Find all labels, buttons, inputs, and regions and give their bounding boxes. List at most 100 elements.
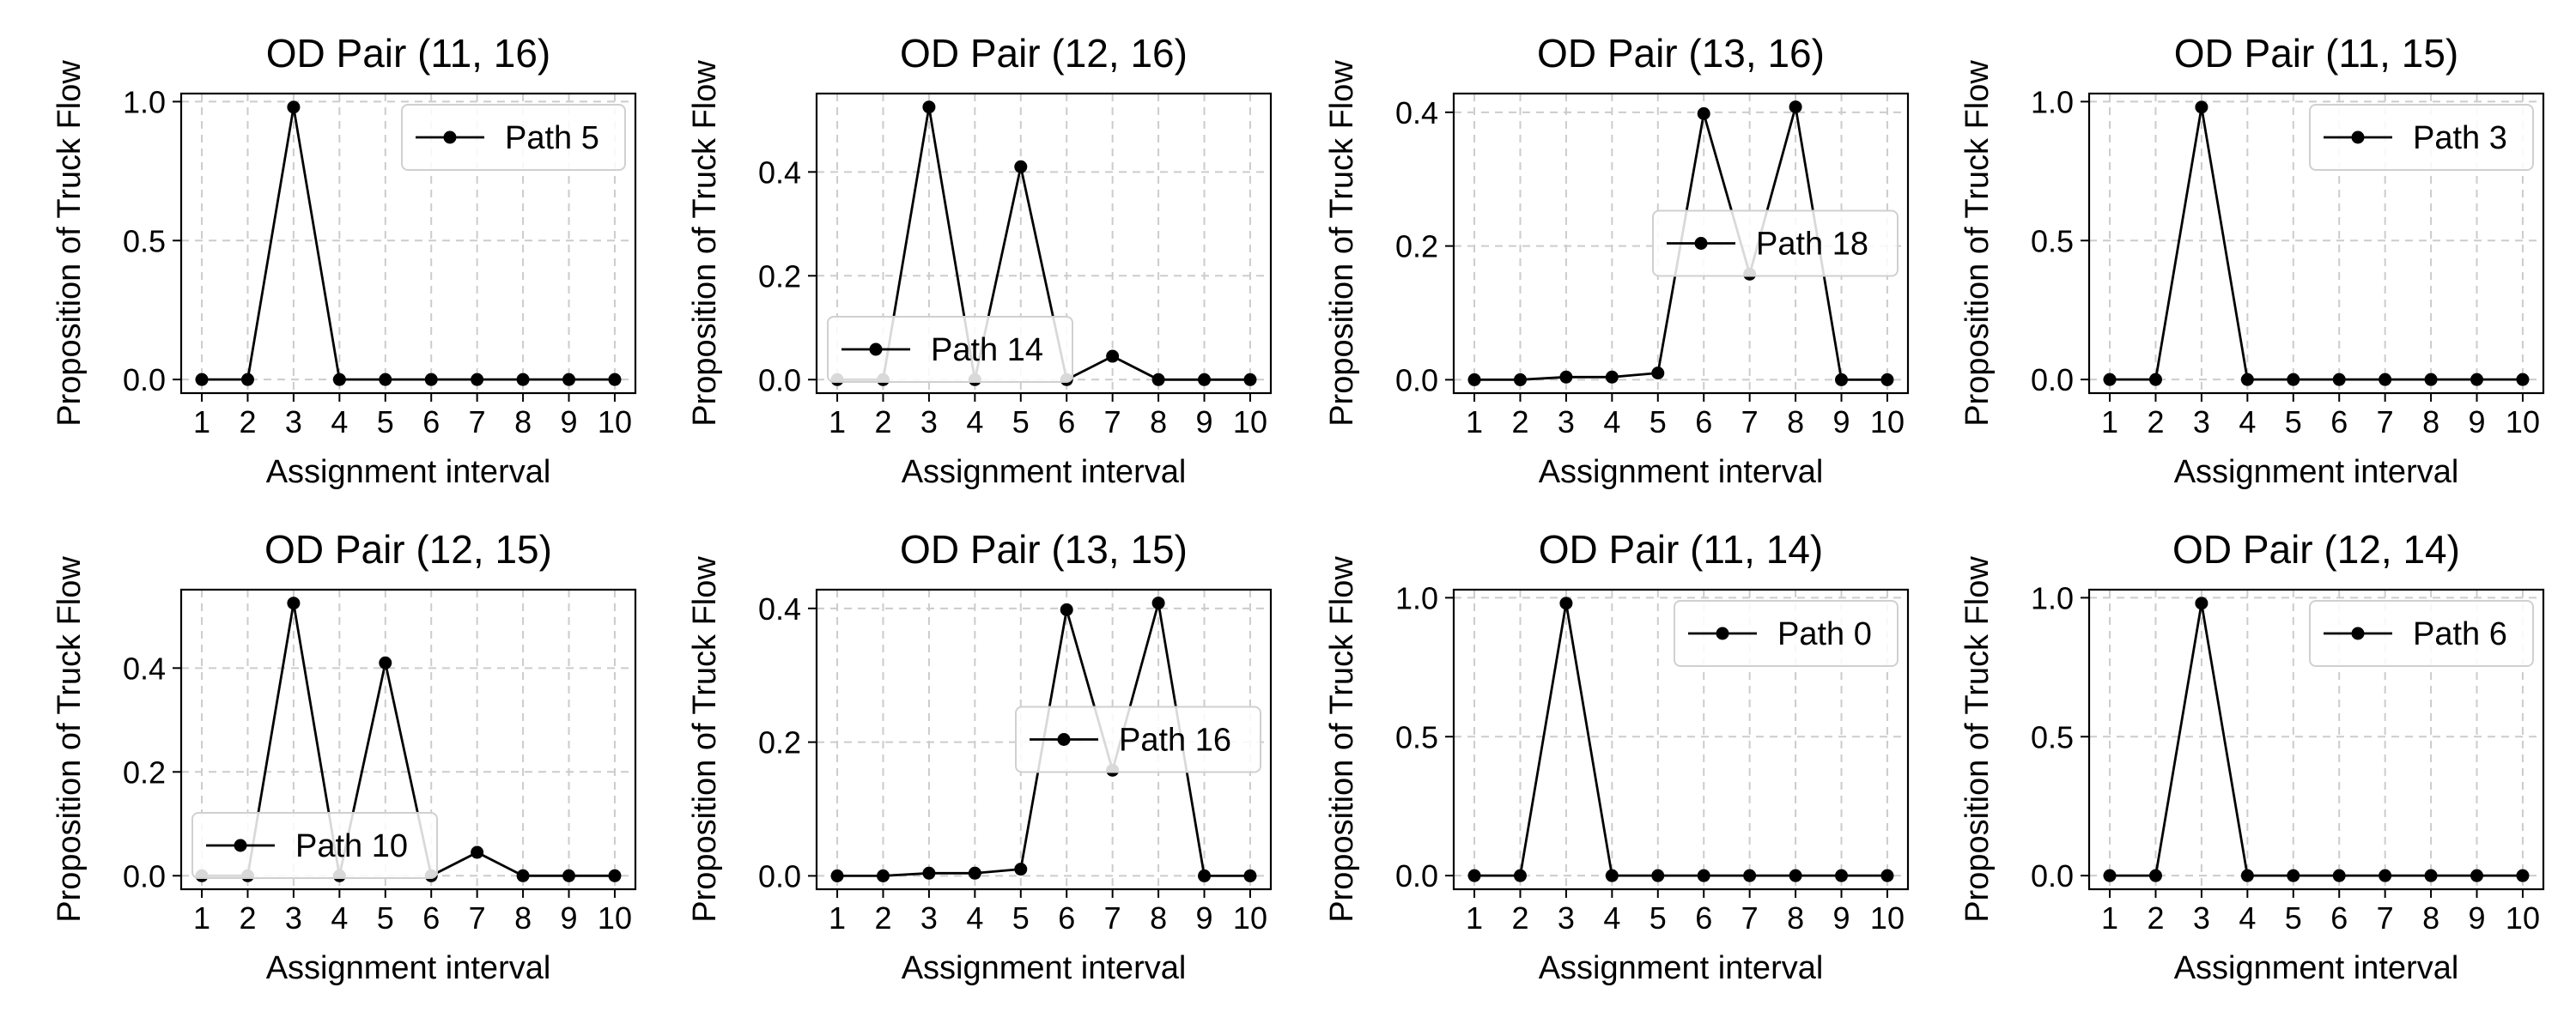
x-tick-label: 10 (2506, 900, 2540, 936)
x-tick-label: 5 (1012, 404, 1030, 439)
data-point (1243, 373, 1257, 386)
data-point (2148, 869, 2162, 882)
x-tick-label: 5 (377, 900, 394, 936)
data-point (287, 597, 301, 610)
axes-frame (2087, 92, 2545, 395)
data-point (1835, 373, 1849, 386)
x-axis-label: Assignment interval (2174, 454, 2459, 490)
y-tick-label: 0.0 (2031, 362, 2074, 397)
legend: Path 18 (1652, 209, 1899, 277)
subplot-5: 1 2 3 4 5 6 7 8 9 10 0.0 0.2 0.4 OD Pair (12, 15) Assi… (52, 527, 637, 986)
x-tick-label: 4 (1603, 900, 1620, 936)
x-tick-label: 8 (2422, 900, 2439, 936)
series-line (2110, 603, 2523, 877)
legend-box (2309, 104, 2534, 171)
x-tick-label: 10 (1233, 900, 1267, 936)
data-point (922, 100, 936, 114)
data-point (608, 373, 622, 386)
subplot-7: 1 2 3 4 5 6 7 8 9 10 0.0 0.5 1.0 OD Pair (11, 14) Assi… (1324, 527, 1910, 986)
x-tick-label: 1 (2101, 404, 2118, 439)
x-tick-label: 5 (377, 404, 394, 439)
y-tick-label: 1.0 (123, 84, 166, 119)
data-point (2240, 869, 2254, 882)
legend-label: Path 0 (1777, 616, 1872, 652)
y-tick-label: 0.0 (758, 362, 801, 397)
y-axis-label: Proposition of Truck Flow (52, 60, 88, 427)
x-tick-label: 10 (598, 404, 632, 439)
x-tick-label: 5 (1012, 900, 1030, 936)
x-tick-label: 9 (1833, 404, 1850, 439)
x-tick-label: 1 (829, 404, 846, 439)
data-point (2379, 869, 2392, 882)
data-point (1697, 106, 1710, 120)
legend-label: Path 6 (2413, 616, 2507, 652)
data-point (379, 373, 392, 386)
data-point (2516, 373, 2530, 386)
x-tick-label: 7 (1104, 900, 1121, 936)
data-point (1880, 869, 1894, 882)
data-point (424, 373, 438, 386)
x-axis-label: Assignment interval (2174, 950, 2459, 986)
legend: Path 5 (401, 104, 626, 171)
x-tick-label: 4 (966, 404, 983, 439)
legend-box (1674, 600, 1899, 667)
series-line (1474, 603, 1887, 877)
y-tick-label: 0.0 (1395, 362, 1438, 397)
data-point (1513, 373, 1527, 386)
x-tick-label: 5 (2285, 404, 2302, 439)
x-tick-label: 5 (1649, 900, 1667, 936)
x-axis-label: Assignment interval (266, 950, 551, 986)
x-tick-label: 2 (874, 900, 891, 936)
x-tick-label: 10 (1870, 404, 1905, 439)
legend-label: Path 18 (1756, 227, 1868, 263)
x-axis-label: Assignment interval (1539, 950, 1824, 986)
x-tick-label: 2 (2147, 404, 2164, 439)
subplot-title: OD Pair (11, 16) (266, 31, 550, 76)
y-tick-label: 1.0 (2031, 84, 2074, 119)
legend-marker (1694, 237, 1708, 250)
subplot-6: 1 2 3 4 5 6 7 8 9 10 0.0 0.2 0.4 OD Pair (13, 15) Assi… (687, 527, 1273, 986)
data-point (195, 373, 209, 386)
y-axis-label: Proposition of Truck Flow (1959, 556, 1996, 923)
axes-frame (815, 92, 1273, 395)
legend-box (1652, 209, 1899, 277)
data-point (1559, 370, 1573, 384)
subplot-2: 1 2 3 4 5 6 7 8 9 10 0.0 0.2 0.4 OD Pair (12, 16) Assi… (687, 31, 1273, 490)
legend-marker (1057, 733, 1071, 746)
y-tick-label: 0.2 (123, 754, 166, 790)
data-point (2195, 597, 2208, 610)
subplot-title: OD Pair (13, 15) (900, 527, 1188, 572)
legend: Path 6 (2309, 600, 2534, 667)
subplot-title: OD Pair (12, 15) (264, 527, 552, 572)
axes-frame (179, 588, 637, 891)
legend-marker (869, 342, 883, 356)
data-point (830, 869, 844, 882)
x-tick-label: 4 (2239, 404, 2256, 439)
y-tick-label: 0.4 (758, 154, 801, 190)
x-tick-label: 7 (2377, 404, 2394, 439)
series-line (202, 106, 615, 381)
data-point (2424, 373, 2438, 386)
x-tick-label: 1 (1466, 404, 1483, 439)
x-tick-label: 1 (193, 900, 210, 936)
data-point (2240, 373, 2254, 386)
x-tick-label: 4 (966, 900, 983, 936)
x-tick-label: 2 (239, 404, 256, 439)
data-point (2195, 100, 2208, 114)
x-tick-label: 3 (1558, 900, 1575, 936)
data-point (471, 845, 484, 859)
y-axis-label: Proposition of Truck Flow (687, 60, 723, 427)
x-tick-label: 6 (422, 900, 440, 936)
data-point (2332, 373, 2346, 386)
data-point (922, 866, 936, 880)
data-point (562, 869, 576, 882)
data-point (2470, 869, 2484, 882)
axes-frame (1452, 92, 1910, 395)
legend: Path 10 (191, 812, 438, 879)
data-point (1014, 160, 1028, 173)
data-point (2287, 869, 2300, 882)
y-axis-label: Proposition of Truck Flow (1324, 556, 1360, 923)
y-tick-label: 0.0 (1395, 858, 1438, 894)
legend-marker (2351, 130, 2365, 144)
data-point (1014, 863, 1028, 876)
